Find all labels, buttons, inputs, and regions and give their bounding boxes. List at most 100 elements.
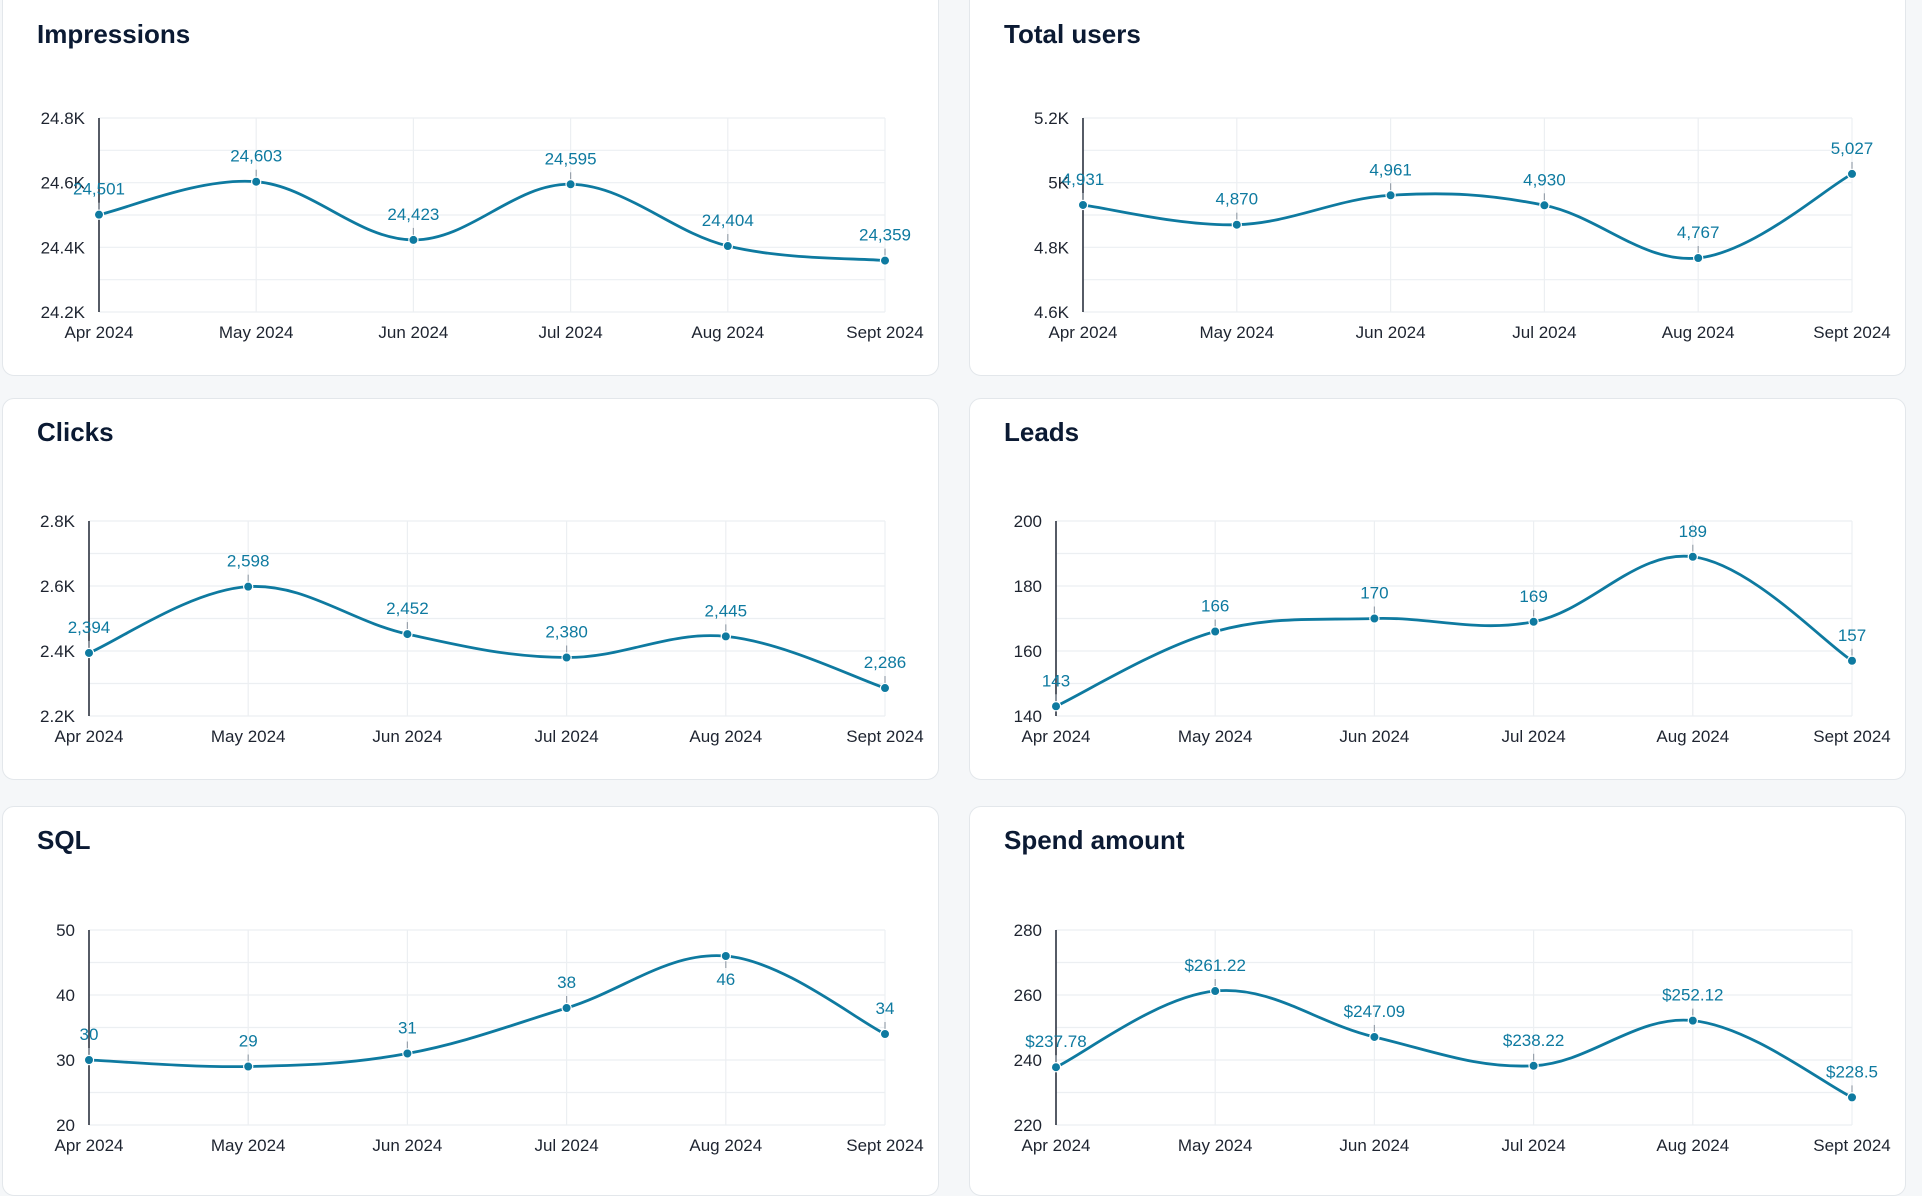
x-tick-label: Jul 2024 <box>1501 1136 1565 1155</box>
x-tick-label: Sept 2024 <box>1813 727 1891 746</box>
data-label: 169 <box>1519 587 1547 606</box>
data-label: 30 <box>80 1025 99 1044</box>
x-tick-label: Jul 2024 <box>534 727 598 746</box>
data-point <box>1693 252 1704 264</box>
x-tick-label: Apr 2024 <box>1022 727 1091 746</box>
data-label: 143 <box>1042 671 1070 690</box>
data-point <box>83 647 95 659</box>
data-point <box>879 682 891 694</box>
x-tick-label: Sept 2024 <box>1813 1136 1891 1155</box>
data-label: $261.22 <box>1184 956 1245 975</box>
x-tick-label: Jun 2024 <box>1339 1136 1409 1155</box>
y-tick-label: 240 <box>1014 1051 1042 1070</box>
data-label: 157 <box>1838 626 1866 645</box>
x-tick-label: Aug 2024 <box>1662 323 1735 342</box>
series-line <box>97 179 887 262</box>
data-point <box>1846 655 1858 666</box>
x-tick-label: Sept 2024 <box>846 323 924 342</box>
data-label: 24,595 <box>545 149 597 168</box>
x-tick-label: Jun 2024 <box>372 727 442 746</box>
data-label: 5,027 <box>1831 139 1874 158</box>
x-tick-label: Apr 2024 <box>1049 323 1118 342</box>
data-label: 4,870 <box>1216 190 1259 209</box>
x-tick-label: Aug 2024 <box>1656 727 1729 746</box>
x-tick-label: Jul 2024 <box>534 1136 598 1155</box>
leads-chart: 140 160 180 200 Apr 2024 May 2024 Jun 2024 Jul … <box>1014 512 1891 746</box>
y-tick-label: 2.4K <box>40 642 76 661</box>
y-tick-label: 24.2K <box>41 303 86 322</box>
x-tick-label: Apr 2024 <box>1022 1136 1091 1155</box>
y-tick-label: 5K <box>1048 174 1069 193</box>
data-label: 2,445 <box>705 601 748 620</box>
data-point <box>1539 200 1550 211</box>
data-point <box>242 581 254 592</box>
series-line <box>1054 989 1854 1099</box>
y-tick-label: 20 <box>56 1116 75 1135</box>
data-label: 4,931 <box>1062 170 1105 189</box>
x-tick-label: Sept 2024 <box>846 727 924 746</box>
data-label: 189 <box>1679 522 1707 541</box>
y-tick-label: 30 <box>56 1051 75 1070</box>
y-tick-label: 200 <box>1014 512 1042 531</box>
data-point <box>1687 1015 1699 1026</box>
y-tick-label: 4.8K <box>1034 238 1070 257</box>
data-label: 38 <box>557 973 576 992</box>
data-label: 2,452 <box>386 599 429 618</box>
data-label: 24,501 <box>73 180 125 199</box>
data-label: 2,598 <box>227 552 270 571</box>
total-users-chart: 4.6K 4.8K 5K 5.2K Apr 2024 May 2024 Jun 2024 Ju… <box>1034 109 1891 342</box>
data-label: 24,603 <box>230 147 282 166</box>
clicks-chart: 2.2K 2.4K 2.6K 2.8K Apr 2024 May 2024 Jun 2024… <box>40 512 924 746</box>
y-tick-label: 260 <box>1014 986 1042 1005</box>
series-line <box>87 585 887 690</box>
data-label: $228.5 <box>1826 1062 1878 1081</box>
data-point <box>561 1002 572 1014</box>
data-point <box>1846 1092 1858 1103</box>
x-tick-label: Apr 2024 <box>55 727 124 746</box>
x-tick-label: Sept 2024 <box>1813 323 1891 342</box>
x-tick-label: Jul 2024 <box>1512 323 1576 342</box>
data-point <box>1077 199 1089 211</box>
x-tick-label: Jun 2024 <box>1356 323 1426 342</box>
chart-card-leads: Leads 140 160 180 200 Apr 2024 May 2024 Jun 20… <box>969 398 1906 780</box>
chart-card-clicks: Clicks 2.2K 2.4K 2.6K 2.8K Apr 2024 May 2024 J… <box>2 398 939 780</box>
data-point <box>83 1054 95 1066</box>
data-label: $247.09 <box>1344 1002 1405 1021</box>
chart-title: Leads <box>1004 417 1080 447</box>
x-tick-label: Jul 2024 <box>538 323 602 342</box>
chart-card-impressions: Impressions 24.2K 24.4K 24.6K 24.8K Apr 2024… <box>2 0 939 376</box>
y-tick-label: 160 <box>1014 642 1042 661</box>
y-tick-label: 140 <box>1014 707 1042 726</box>
y-tick-label: 24.6K <box>41 174 86 193</box>
chart-title: Impressions <box>37 19 191 49</box>
chart-card-total-users: Total users 4.6K 4.8K 5K 5.2K Apr 2024 May 20… <box>969 0 1906 376</box>
data-point <box>1528 1060 1539 1071</box>
series-line <box>1081 172 1854 260</box>
x-tick-label: May 2024 <box>1178 727 1253 746</box>
data-point <box>1528 616 1539 627</box>
data-point <box>1209 985 1221 997</box>
y-tick-label: 24.8K <box>41 109 86 128</box>
data-label: 29 <box>239 1032 258 1051</box>
data-point <box>1369 613 1380 624</box>
data-point <box>722 240 734 252</box>
data-point <box>93 209 105 220</box>
data-point <box>720 631 732 642</box>
x-tick-label: May 2024 <box>211 1136 286 1155</box>
data-label: 24,404 <box>702 211 754 230</box>
data-label: $238.22 <box>1503 1031 1564 1050</box>
data-label: 170 <box>1360 584 1388 603</box>
data-label: 166 <box>1201 597 1229 616</box>
chart-card-sql: SQL 20 30 40 50 Apr 2024 May 2024 Jun 2024 Jul … <box>2 806 939 1196</box>
data-label: $252.12 <box>1662 986 1723 1005</box>
data-point <box>1687 551 1699 562</box>
y-tick-label: 5.2K <box>1034 109 1070 128</box>
x-tick-label: May 2024 <box>1199 323 1274 342</box>
data-point <box>561 652 572 663</box>
x-tick-label: Sept 2024 <box>846 1136 924 1155</box>
data-point <box>1369 1031 1380 1043</box>
data-point <box>1050 701 1062 712</box>
data-point <box>402 1048 413 1059</box>
data-label: 4,961 <box>1369 160 1412 179</box>
x-tick-label: Aug 2024 <box>689 727 762 746</box>
